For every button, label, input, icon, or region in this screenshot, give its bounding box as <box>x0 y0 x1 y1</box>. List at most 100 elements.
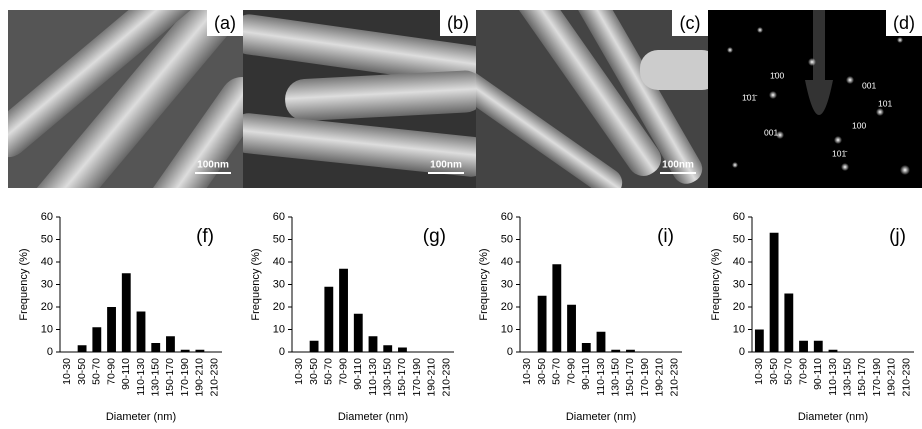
x-tick-label: 10-30 <box>753 358 765 385</box>
x-axis-label: Diameter (nm) <box>106 411 176 423</box>
x-tick-label: 110-130 <box>135 358 147 396</box>
x-tick-label: 190-210 <box>426 358 438 397</box>
panel-label: (i) <box>657 226 674 247</box>
x-tick-label: 110-130 <box>595 358 607 396</box>
x-tick-label: 30-50 <box>308 358 320 385</box>
bar <box>567 304 576 352</box>
y-tick-label: 40 <box>733 256 745 268</box>
bar <box>813 340 823 352</box>
y-tick-label: 10 <box>41 323 53 335</box>
x-tick-label: 130-150 <box>610 358 622 397</box>
y-tick-label: 0 <box>47 346 53 358</box>
scale-label: 100nm <box>197 160 229 171</box>
x-tick-label: 210-230 <box>900 358 912 397</box>
x-tick-label: 150-170 <box>164 358 176 397</box>
bar <box>309 340 319 352</box>
y-tick-label: 30 <box>733 278 745 290</box>
bar <box>552 264 562 352</box>
bar <box>799 340 808 352</box>
bar <box>107 307 116 352</box>
x-tick-label: 70-90 <box>337 358 349 385</box>
x-tick-label: 90-110 <box>580 358 592 390</box>
bar <box>596 331 606 352</box>
label-box <box>886 10 922 36</box>
bar <box>339 268 348 352</box>
x-tick-label: 110-130 <box>367 358 379 396</box>
sem-image-b <box>243 10 476 188</box>
x-tick-label: 210-230 <box>208 358 220 397</box>
y-tick-label: 60 <box>273 211 285 223</box>
spot-label: 1̄00 <box>770 70 784 80</box>
x-tick-label: 190-210 <box>654 358 666 397</box>
bar <box>537 295 547 352</box>
x-tick-label: 90-110 <box>812 358 824 390</box>
bar <box>121 273 131 352</box>
panel-label: (b) <box>447 13 469 33</box>
bar <box>166 336 175 352</box>
y-tick-label: 50 <box>733 233 745 245</box>
bar <box>626 349 635 352</box>
x-axis-label: Diameter (nm) <box>798 411 868 423</box>
bar <box>383 345 393 352</box>
spot-label: 101̄ <box>832 148 848 158</box>
x-tick-label: 50-70 <box>551 358 563 385</box>
bar <box>398 347 407 352</box>
x-tick-label: 170-190 <box>411 358 423 397</box>
x-tick-label: 50-70 <box>323 358 335 385</box>
y-tick-label: 40 <box>41 256 53 268</box>
y-tick-label: 10 <box>733 323 745 335</box>
bar <box>136 311 146 352</box>
x-axis-label: Diameter (nm) <box>566 411 636 423</box>
x-tick-label: 50-70 <box>783 358 795 385</box>
y-tick-label: 50 <box>41 233 53 245</box>
x-tick-label: 150-170 <box>396 358 408 397</box>
y-tick-label: 0 <box>739 346 745 358</box>
label-box <box>672 10 708 36</box>
bar <box>151 343 161 352</box>
spot-label: 1̄01̄ <box>742 92 758 102</box>
x-tick-label: 90-110 <box>352 358 364 390</box>
scale-label: 100nm <box>662 160 694 171</box>
sem-image-c <box>476 10 708 188</box>
y-tick-label: 30 <box>41 278 53 290</box>
x-tick-label: 30-50 <box>76 358 88 385</box>
bar <box>784 293 794 352</box>
bar <box>77 345 87 352</box>
x-tick-label: 10-30 <box>293 358 305 385</box>
x-tick-label: 110-130 <box>827 358 839 396</box>
y-tick-label: 60 <box>41 211 53 223</box>
y-tick-label: 20 <box>41 301 53 313</box>
bar <box>769 232 779 352</box>
x-tick-label: 170-190 <box>179 358 191 397</box>
y-tick-label: 10 <box>273 323 285 335</box>
diffraction-image-d <box>708 10 922 188</box>
y-tick-label: 30 <box>273 278 285 290</box>
x-tick-label: 10-30 <box>521 358 533 385</box>
x-tick-label: 50-70 <box>91 358 103 385</box>
bar <box>180 349 190 352</box>
y-tick-label: 40 <box>501 256 513 268</box>
x-tick-label: 70-90 <box>797 358 809 385</box>
bar <box>581 343 591 352</box>
y-tick-label: 60 <box>733 211 745 223</box>
bar <box>611 349 621 352</box>
x-tick-label: 210-230 <box>440 358 452 397</box>
y-tick-label: 10 <box>501 323 513 335</box>
x-tick-label: 130-150 <box>842 358 854 397</box>
y-axis-label: Frequency (%) <box>478 248 490 320</box>
spot-label: 100 <box>852 120 866 130</box>
y-tick-label: 50 <box>273 233 285 245</box>
panel-label: (c) <box>680 13 701 33</box>
x-tick-label: 170-190 <box>639 358 651 397</box>
y-tick-label: 30 <box>501 278 513 290</box>
bar <box>92 327 102 352</box>
sem-image-a <box>8 10 243 188</box>
label-box <box>440 10 476 36</box>
bar <box>324 286 334 352</box>
bar <box>828 349 838 352</box>
spot-label: 001 <box>862 80 876 90</box>
x-tick-label: 210-230 <box>668 358 680 397</box>
bar <box>195 349 205 352</box>
